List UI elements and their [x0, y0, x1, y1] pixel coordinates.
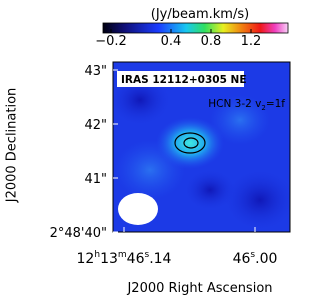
colorbar-label: (Jy/beam.km/s) — [151, 7, 249, 22]
figure: (Jy/beam.km/s) IRAS 12112+0305 NE HCN 3-… — [5, 7, 291, 296]
x-tick-label-part: 46 — [127, 251, 145, 267]
colorbar-tick-label: 0.8 — [201, 34, 222, 49]
y-tick-label: 2°48'40" — [50, 226, 107, 241]
y-tick-label: 41" — [84, 172, 107, 187]
source-box — [117, 71, 244, 87]
colorbar-tick-label: 0.4 — [161, 34, 182, 49]
x-tick-label-part: s — [145, 250, 150, 260]
line-label-part: HCN 3-2 v — [208, 98, 261, 110]
x-tick-label: 12h13m46s.14 — [77, 250, 172, 267]
x-tick-label-part: 13 — [100, 251, 118, 267]
x-tick-label-part: .14 — [149, 251, 171, 267]
y-tick-label: 42" — [84, 118, 107, 133]
line-label-part: =1f — [266, 98, 285, 110]
line-label: HCN 3-2 v2=1f — [208, 98, 285, 112]
y-tick-label: 43" — [84, 64, 107, 79]
x-tick-label-part: 12 — [77, 251, 95, 267]
colorbar-tick-label: −0.2 — [95, 34, 127, 49]
x-tick-label-part: s — [250, 250, 255, 260]
x-axis-label: J2000 Right Ascension — [126, 281, 272, 296]
x-tick-label: 46s.00 — [233, 250, 278, 267]
colorbar-tick-label: 1.2 — [241, 34, 262, 49]
source-name: IRAS 12112+0305 NE — [121, 74, 247, 86]
x-tick-label-part: 46 — [233, 251, 251, 267]
line-label-part: 2 — [261, 104, 265, 112]
x-tick-label-part: .00 — [255, 251, 277, 267]
y-axis-label: J2000 Declination — [5, 88, 20, 204]
map-image — [113, 62, 290, 232]
panel-frame — [112, 61, 291, 233]
x-tick-label-part: m — [118, 250, 127, 260]
x-tick-label-part: h — [94, 250, 100, 260]
colorbar — [102, 22, 289, 34]
